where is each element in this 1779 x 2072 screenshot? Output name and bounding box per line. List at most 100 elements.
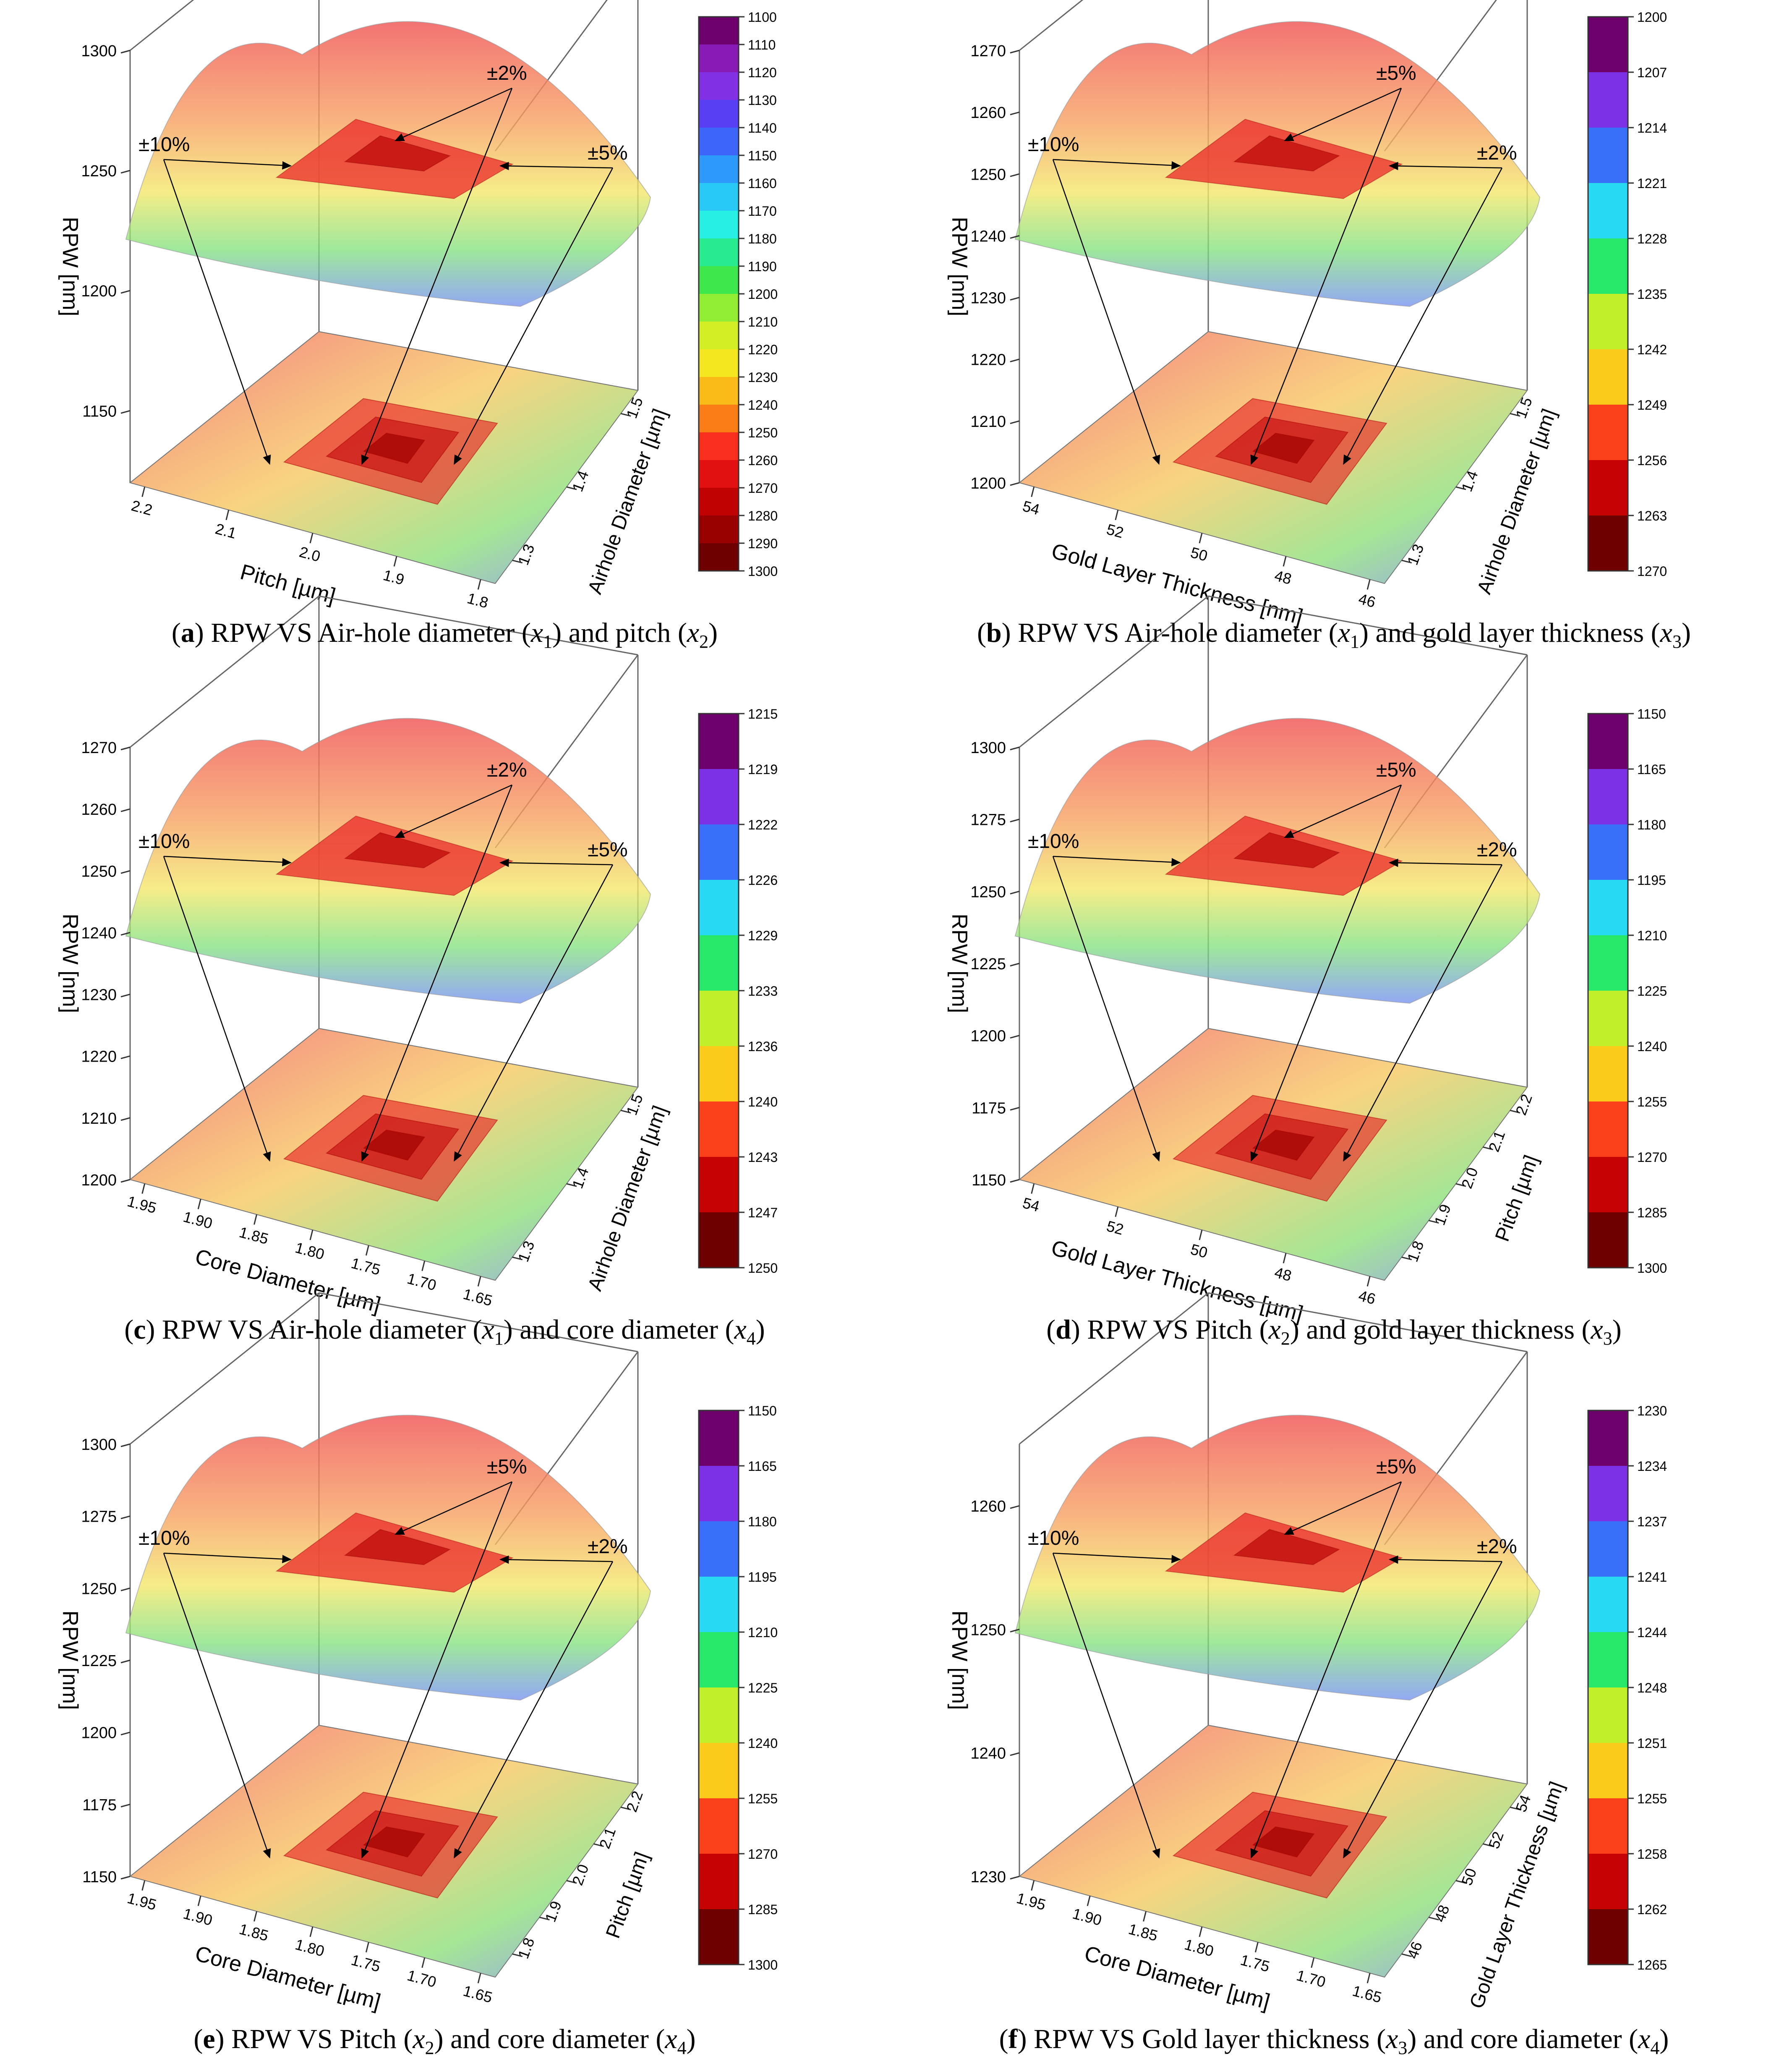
annotations: ±10% ±5% ±2% (1028, 759, 1517, 1162)
x-tick-label: 1.90 (1071, 1905, 1103, 1929)
surface-region-2pct (344, 1529, 451, 1565)
annotation-label: ±2% (588, 1536, 628, 1558)
x-tick-mark (1115, 510, 1119, 521)
colorbar-band (699, 377, 739, 405)
panel-b: 1200 1210 1220 1230 1240 1250 1260 1270 RPW [nm]… (947, 0, 1667, 630)
colorbar-label: 1262 (1637, 1902, 1667, 1917)
x-tick-mark (1311, 1957, 1315, 1968)
x-tick-label: 1.80 (1183, 1936, 1215, 1960)
colorbar-label: 1251 (1637, 1736, 1667, 1751)
colorbar-band (699, 155, 739, 183)
annotation-arrow-surface (499, 858, 613, 867)
annotation-arrow-base (1343, 864, 1503, 1162)
colorbar-label: 1243 (748, 1150, 778, 1165)
colorbar-band (699, 543, 739, 571)
z-tick-mark (1010, 1505, 1020, 1509)
colorbar-band (699, 432, 739, 460)
colorbar-label: 1236 (748, 1039, 778, 1054)
annotation-arrow-base (163, 159, 271, 465)
base-region-2pct (363, 432, 426, 464)
colorbar-band (699, 1410, 739, 1466)
colorbar-label: 1260 (748, 453, 778, 468)
colorbar-label: 1240 (1637, 1039, 1667, 1054)
colorbar-label: 1110 (748, 37, 776, 52)
colorbar-label: 1230 (1637, 1403, 1667, 1418)
z-tick-mark (120, 1659, 131, 1664)
panel-d: 1150 1175 1200 1225 1250 1275 1300 RPW [nm] 54 52… (947, 595, 1667, 1326)
annotation-arrow-surface (163, 159, 292, 170)
annotations: ±10% ±2% ±5% (138, 62, 628, 465)
x-tick-label: 2.1 (214, 520, 238, 542)
colorbar-band (699, 1212, 739, 1268)
colorbar-label: 1140 (748, 120, 777, 136)
panel-c: 1200 1210 1220 1230 1240 1250 1260 1270 RPW [nm]… (58, 595, 778, 1317)
colorbar-band (1588, 349, 1628, 405)
colorbar-band (1588, 1687, 1628, 1743)
z-tick-mark (1010, 1035, 1020, 1039)
z-axis: 1150 1200 1250 1300 RPW [nm] (58, 42, 131, 420)
colorbar-band (699, 72, 739, 100)
annotation-arrow-base (454, 167, 614, 465)
x-tick-label: 2.0 (298, 543, 322, 565)
z-tick-mark (1010, 1752, 1020, 1756)
z-axis-label: RPW [nm] (58, 217, 82, 317)
colorbar-label: 1180 (748, 231, 777, 246)
y-tick-mark (1429, 1916, 1439, 1920)
x-tick-label: 1.70 (405, 1270, 438, 1294)
annotations: ±10% ±2% ±5% (138, 759, 628, 1162)
x-tick-mark (141, 1880, 146, 1891)
colorbar-band (699, 769, 739, 825)
colorbar-band (1588, 1521, 1628, 1577)
colorbar-label: 1190 (748, 259, 777, 274)
y-tick-mark (1455, 1183, 1466, 1187)
x-tick-mark (421, 1261, 426, 1271)
annotation-label: ±10% (1028, 1527, 1079, 1549)
colorbar-band (699, 1157, 739, 1213)
z-tick-label: 1240 (81, 924, 117, 942)
y-tick-mark (1510, 1109, 1520, 1114)
z-tick-label: 1300 (81, 1436, 117, 1454)
z-tick-label: 1250 (970, 1621, 1006, 1639)
colorbar-label: 1180 (748, 1514, 777, 1529)
panel-f: 1230 1240 1250 1260 RPW [nm] 1.95 1.90 1.85 1.80… (947, 1292, 1667, 2014)
annotation-label: ±2% (487, 62, 527, 84)
annotation-arrow-surface (1284, 1481, 1402, 1535)
x-tick-mark (1254, 1942, 1259, 1953)
annotation-label: ±10% (138, 1527, 190, 1549)
colorbar: 1150 1165 1180 1195 1210 1225 1240 1255 1270 1285… (698, 1403, 778, 1973)
colorbar-band (699, 714, 739, 769)
z-tick-mark (120, 290, 131, 294)
colorbar-label: 1256 (1637, 453, 1667, 468)
x-tick-label: 1.85 (238, 1223, 270, 1248)
colorbar-label: 1226 (748, 873, 778, 888)
x-tick-label: 50 (1189, 544, 1210, 565)
colorbar-label: 1270 (748, 481, 778, 496)
annotation-label: ±5% (1376, 759, 1416, 781)
colorbar-band (1588, 128, 1628, 183)
caption-e: (e) RPW VS Pitch (x2) and core diameter … (193, 2024, 696, 2059)
x-tick-label: 1.75 (349, 1951, 382, 1975)
z-tick-label: 1275 (81, 1508, 117, 1526)
annotation-arrow-surface (1389, 162, 1502, 170)
annotation-arrow-surface (163, 1552, 292, 1563)
x-tick-label: 50 (1189, 1240, 1210, 1261)
colorbar-label: 1237 (1637, 1514, 1667, 1529)
colorbar-label: 1233 (748, 984, 778, 999)
annotation-arrow-base (454, 1561, 614, 1859)
y-tick-mark (1510, 1806, 1520, 1810)
annotation-arrow-surface (1053, 1552, 1181, 1563)
z-tick-label: 1230 (970, 290, 1006, 307)
z-tick-mark (1010, 482, 1020, 486)
colorbar-label: 1258 (1637, 1847, 1667, 1862)
annotation-arrow-surface (1284, 87, 1402, 141)
x-tick-mark (477, 579, 481, 590)
panel-a: 1150 1200 1250 1300 RPW [nm] 2.2 2.1 2.0 1.9 1.8 P… (58, 0, 778, 612)
z-tick-label: 1200 (970, 475, 1006, 492)
colorbar-band (699, 880, 739, 936)
z-tick-mark (120, 1732, 131, 1736)
x-tick-label: 52 (1105, 1217, 1125, 1238)
y-tick-mark (539, 1916, 550, 1920)
colorbar-band (699, 460, 739, 488)
z-tick-label: 1175 (972, 1099, 1006, 1117)
